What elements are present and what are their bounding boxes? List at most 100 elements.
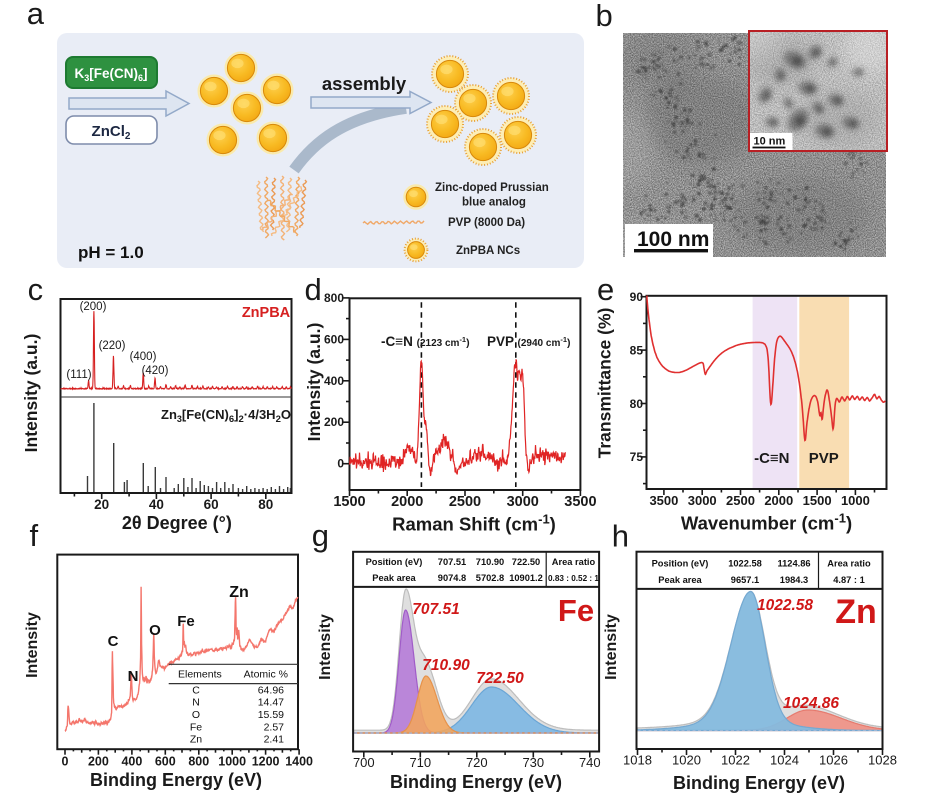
- svg-text:1024: 1024: [770, 753, 799, 768]
- svg-text:10901.2: 10901.2: [509, 573, 543, 583]
- svg-text:K3[Fe(CN)6]: K3[Fe(CN)6]: [74, 66, 147, 83]
- svg-text:740: 740: [579, 755, 601, 770]
- svg-text:80: 80: [630, 397, 644, 411]
- svg-text:1500: 1500: [803, 493, 832, 508]
- svg-text:0: 0: [62, 755, 69, 769]
- svg-text:Area ratio: Area ratio: [827, 559, 871, 569]
- svg-text:730: 730: [522, 755, 544, 770]
- svg-text:85: 85: [630, 343, 644, 357]
- svg-text:pH = 1.0: pH = 1.0: [78, 243, 144, 262]
- svg-text:1018: 1018: [623, 753, 652, 768]
- svg-text:a: a: [27, 0, 45, 31]
- svg-text:PVP (8000 Da): PVP (8000 Da): [448, 217, 525, 229]
- svg-text:(420): (420): [142, 365, 169, 377]
- svg-text:Peak area: Peak area: [372, 573, 416, 583]
- svg-text:710.90: 710.90: [476, 557, 504, 567]
- svg-text:200: 200: [88, 755, 109, 769]
- svg-text:40: 40: [149, 497, 164, 512]
- svg-text:Intensity (a.u.): Intensity (a.u.): [304, 323, 324, 442]
- svg-text:1022.58: 1022.58: [728, 559, 762, 569]
- svg-text:600: 600: [324, 332, 344, 346]
- svg-text:80: 80: [258, 497, 273, 512]
- svg-text:ZnPBA: ZnPBA: [242, 305, 291, 321]
- svg-text:90: 90: [630, 290, 644, 304]
- svg-text:710: 710: [409, 755, 431, 770]
- svg-text:N: N: [192, 697, 200, 709]
- svg-text:2000: 2000: [391, 494, 423, 510]
- svg-text:200: 200: [324, 415, 344, 429]
- svg-text:assembly: assembly: [322, 73, 407, 94]
- svg-text:Raman Shift (cm-1): Raman Shift (cm-1): [392, 512, 556, 535]
- svg-text:-C≡N (2123 cm-1): -C≡N (2123 cm-1): [381, 334, 470, 349]
- svg-text:Atomic %: Atomic %: [244, 669, 288, 681]
- svg-text:Transmittance (%): Transmittance (%): [595, 308, 615, 459]
- svg-text:0.83 : 0.52 : 1: 0.83 : 0.52 : 1: [548, 574, 599, 583]
- svg-text:1028: 1028: [868, 753, 897, 768]
- svg-text:Elements: Elements: [178, 669, 222, 681]
- svg-text:e: e: [597, 272, 614, 307]
- svg-text:20: 20: [94, 497, 109, 512]
- svg-text:O: O: [192, 709, 200, 721]
- svg-text:Peak area: Peak area: [658, 575, 702, 585]
- svg-text:-C≡N: -C≡N: [754, 450, 789, 467]
- svg-text:g: g: [312, 518, 329, 553]
- svg-text:(220): (220): [99, 340, 126, 352]
- svg-text:Wavenumber (cm-1): Wavenumber (cm-1): [681, 511, 852, 534]
- svg-text:0: 0: [337, 457, 344, 471]
- svg-text:Binding Energy (eV): Binding Energy (eV): [90, 770, 262, 790]
- svg-text:1022: 1022: [721, 753, 750, 768]
- svg-text:Intensity: Intensity: [317, 614, 334, 680]
- svg-text:Position (eV): Position (eV): [366, 557, 423, 567]
- svg-text:9074.8: 9074.8: [438, 573, 466, 583]
- svg-text:d: d: [305, 272, 322, 307]
- svg-text:720: 720: [466, 755, 488, 770]
- svg-text:Area ratio: Area ratio: [552, 557, 596, 567]
- svg-text:1400: 1400: [285, 755, 313, 769]
- svg-text:10 nm: 10 nm: [754, 136, 786, 148]
- svg-text:O: O: [149, 622, 161, 639]
- svg-text:14.47: 14.47: [258, 697, 284, 709]
- svg-text:707.51: 707.51: [412, 601, 459, 618]
- svg-text:2.57: 2.57: [264, 721, 285, 733]
- svg-text:700: 700: [353, 755, 375, 770]
- svg-text:1000: 1000: [841, 493, 870, 508]
- svg-text:PVP: PVP: [809, 450, 839, 467]
- svg-text:15.59: 15.59: [258, 709, 284, 721]
- svg-text:(200): (200): [80, 301, 107, 313]
- svg-text:2500: 2500: [449, 494, 481, 510]
- svg-text:100 nm: 100 nm: [637, 228, 709, 251]
- svg-text:h: h: [612, 519, 629, 554]
- svg-text:2θ Degree (°): 2θ Degree (°): [122, 513, 232, 533]
- svg-text:C: C: [192, 684, 200, 696]
- svg-text:1000: 1000: [218, 755, 246, 769]
- svg-text:722.50: 722.50: [476, 670, 524, 687]
- svg-text:1500: 1500: [333, 494, 365, 510]
- svg-text:400: 400: [324, 374, 344, 388]
- svg-text:9657.1: 9657.1: [731, 575, 759, 585]
- svg-text:3500: 3500: [564, 494, 596, 510]
- svg-text:Fe: Fe: [190, 721, 202, 733]
- svg-text:400: 400: [121, 755, 142, 769]
- svg-text:1022.58: 1022.58: [757, 597, 813, 614]
- svg-text:710.90: 710.90: [422, 657, 470, 674]
- svg-text:Zn3[Fe(CN)6]2·4/3H2O: Zn3[Fe(CN)6]2·4/3H2O: [161, 407, 291, 425]
- svg-text:64.96: 64.96: [258, 684, 284, 696]
- svg-text:1024.86: 1024.86: [783, 695, 839, 712]
- svg-text:1026: 1026: [819, 753, 848, 768]
- svg-text:1984.3: 1984.3: [780, 575, 808, 585]
- svg-text:ZnPBA NCs: ZnPBA NCs: [456, 245, 520, 257]
- svg-text:Intensity: Intensity: [24, 612, 41, 678]
- svg-text:707.51: 707.51: [438, 557, 466, 567]
- svg-text:Fe: Fe: [177, 613, 195, 630]
- svg-text:Binding Energy (eV): Binding Energy (eV): [390, 772, 562, 792]
- svg-text:5702.8: 5702.8: [476, 573, 504, 583]
- svg-text:Binding Energy (eV): Binding Energy (eV): [673, 773, 845, 793]
- svg-text:1200: 1200: [252, 755, 280, 769]
- svg-text:C: C: [108, 633, 119, 650]
- svg-text:3500: 3500: [649, 493, 678, 508]
- svg-text:3000: 3000: [507, 494, 539, 510]
- svg-text:(400): (400): [130, 351, 157, 363]
- svg-text:Position (eV): Position (eV): [652, 559, 709, 569]
- svg-text:f: f: [30, 518, 39, 553]
- svg-text:PVP (2940 cm-1): PVP (2940 cm-1): [487, 334, 571, 349]
